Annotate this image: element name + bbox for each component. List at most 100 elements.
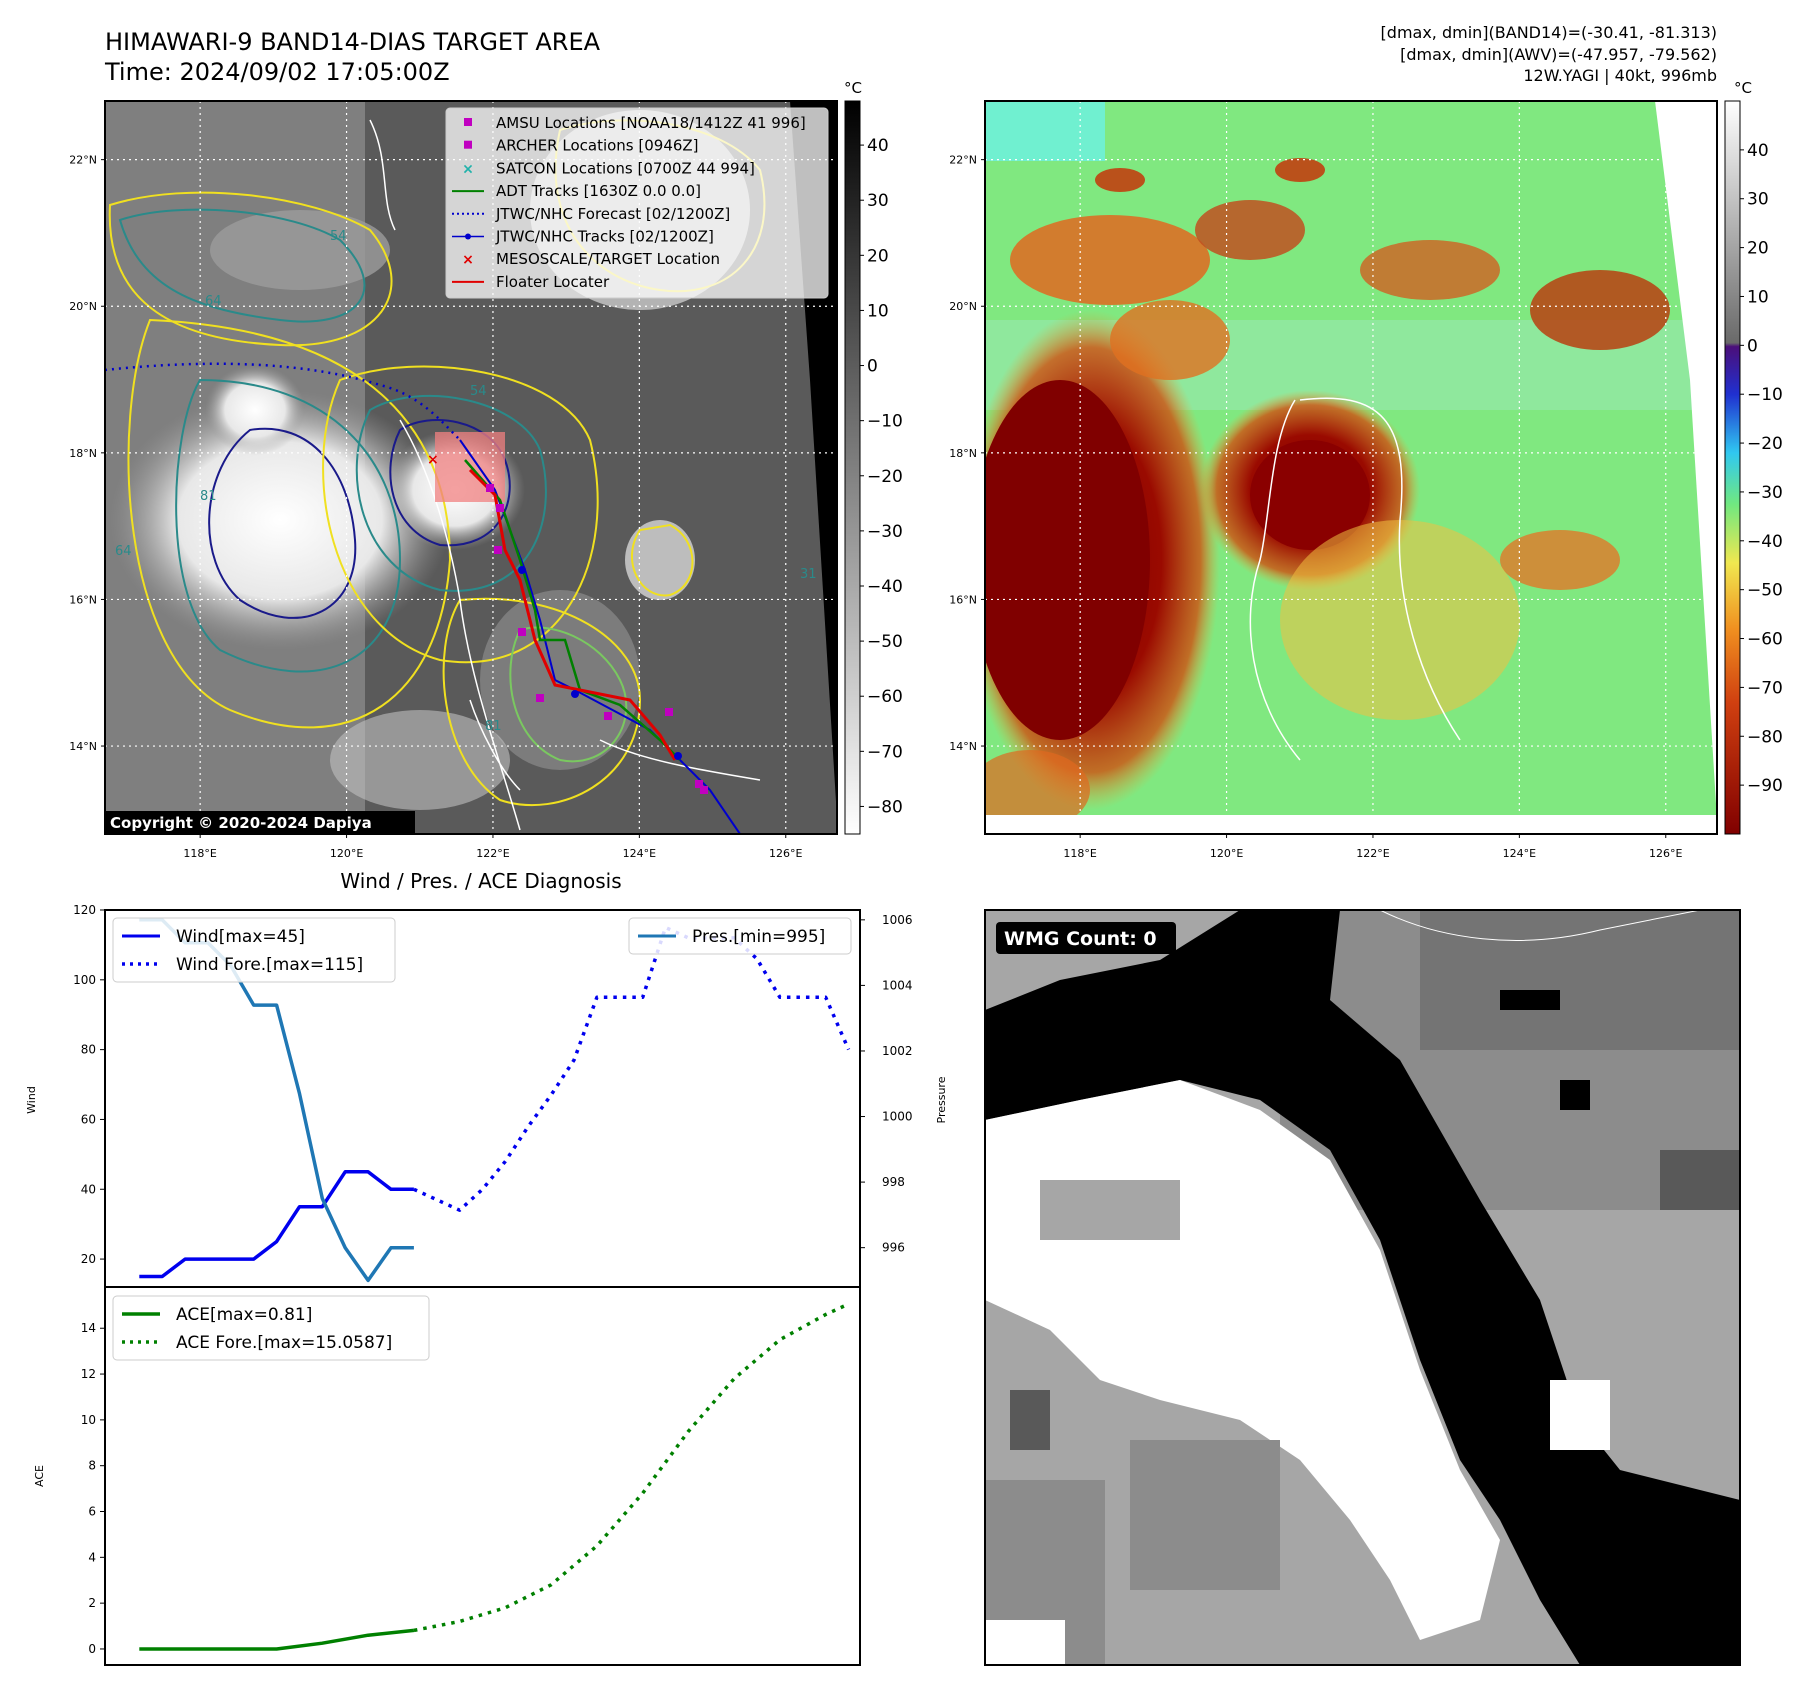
awv-lat-label: 20°N	[949, 300, 977, 313]
ir-legend-item-2-label: SATCON Locations [0700Z 44 994]	[496, 159, 755, 177]
ace-y-ticks: 0 2 4 6 8 10 12 14	[81, 1321, 105, 1656]
ace-legend-box	[112, 1295, 430, 1361]
figure-time: Time: 2024/09/02 17:05:00Z	[104, 58, 450, 86]
wmg-count-box	[996, 922, 1176, 954]
ace-y-tick-label: 4	[88, 1550, 96, 1564]
ace-axis-label: ACE	[33, 1465, 46, 1487]
diagnosis-title: Wind / Pres. / ACE Diagnosis	[340, 869, 621, 893]
wind-y-tick-label: 20	[81, 1252, 96, 1266]
contour-label-64: 64	[205, 294, 222, 309]
ir-lat-label: 20°N	[69, 300, 97, 313]
ir-lat-label: 22°N	[69, 154, 97, 167]
awv-lat-labels: 22°N 20°N 18°N 16°N 14°N	[949, 154, 985, 753]
ir-legend-item-7-label: Floater Locater	[496, 273, 610, 291]
ir-cbar-label: −30	[867, 522, 903, 542]
awv-cbar-label: 40	[1747, 141, 1769, 161]
ace-legend-label-0: ACE[max=0.81]	[176, 1305, 312, 1325]
ir-colorbar: °C 40 30 20 10 0 −10 −20 −30 −40 −50 −60 −70 −80	[844, 79, 903, 835]
ace-y-tick-label: 12	[81, 1367, 96, 1381]
awv-lon-label: 118°E	[1063, 847, 1096, 860]
series-wind-0	[139, 1170, 414, 1279]
wmg-imagery	[985, 910, 1740, 1665]
pressure-legend-box	[628, 917, 852, 955]
ir-colorbar-bar	[844, 100, 861, 835]
awv-lat-label: 14°N	[949, 740, 977, 753]
awv-lat-label: 18°N	[949, 447, 977, 460]
ir-cbar-label: 40	[867, 136, 889, 156]
jtwc-track-dots	[518, 566, 682, 760]
ir-legend-item-2-swatch: ×	[462, 161, 474, 177]
ir-lon-label: 124°E	[623, 847, 656, 860]
awv-cbar-label: −70	[1747, 678, 1783, 698]
ir-cbar-label: −80	[867, 797, 903, 817]
awv-cbar-label: −30	[1747, 483, 1783, 503]
ace-legend-label-1: ACE Fore.[max=15.0587]	[176, 1333, 392, 1353]
awv-lon-labels: 118°E 120°E 122°E 124°E 126°E	[1063, 834, 1683, 860]
ir-tracks: ×	[105, 362, 741, 834]
ir-cbar-label: 10	[867, 301, 889, 321]
ace-series	[139, 1302, 850, 1651]
ir-legend-item-3-label: ADT Tracks [1630Z 0.0 0.0]	[496, 182, 701, 200]
awv-cbar-label: −60	[1747, 630, 1783, 650]
wind-axis-label: Wind	[25, 1086, 38, 1114]
wind-legend-label-1: Wind Fore.[max=115]	[176, 955, 363, 975]
awv-cbar-label: −90	[1747, 776, 1783, 796]
ace-chart: 0 2 4 6 8 10 12 14 ACE ACE[max=0.81] ACE Fore.[…	[33, 1286, 861, 1666]
awv-gridlines	[985, 101, 1717, 834]
series-ace-0	[139, 1628, 415, 1651]
ir-lon-label: 126°E	[769, 847, 802, 860]
ir-lat-label: 18°N	[69, 447, 97, 460]
awv-lon-label: 124°E	[1503, 847, 1536, 860]
awv-lon-label: 122°E	[1356, 847, 1389, 860]
ir-cbar-label: −50	[867, 632, 903, 652]
ir-cbar-label: −60	[867, 687, 903, 707]
ir-lat-labels: 22°N 20°N 18°N 16°N 14°N	[69, 154, 105, 753]
pressure-y-tick-label: 1004	[882, 978, 913, 992]
ir-cbar-label: −70	[867, 742, 903, 762]
ace-y-tick-label: 2	[88, 1596, 96, 1610]
awv-cbar-label: 30	[1747, 190, 1769, 210]
series-wind-1	[413, 925, 851, 1212]
ir-cbar-label: 30	[867, 191, 889, 211]
ace-y-tick-label: 6	[88, 1505, 96, 1519]
ace-legend: ACE[max=0.81] ACE Fore.[max=15.0587]	[112, 1295, 430, 1361]
pressure-y-tick-label: 1002	[882, 1044, 913, 1058]
ir-lat-label: 16°N	[69, 593, 97, 606]
ir-legend-item-1-label: ARCHER Locations [0946Z]	[496, 137, 699, 155]
pressure-y-ticks: 996 998 1000 1002 1004 1006	[860, 913, 913, 1255]
pressure-axis-label: Pressure	[935, 1076, 948, 1123]
awv-lon-label: 126°E	[1649, 847, 1682, 860]
contour-label-54b: 54	[470, 384, 487, 399]
ir-legend-box	[445, 107, 829, 299]
ir-lon-label: 118°E	[183, 847, 216, 860]
wind-y-tick-label: 40	[81, 1182, 96, 1196]
wind-y-ticks: 20 40 60 80 100 120	[73, 903, 105, 1266]
ir-lon-label: 122°E	[476, 847, 509, 860]
awv-colorbar: °C 40 30 20 10 0 −10 −20 −30 −40 −50 −60 −70 −80 −90	[1724, 79, 1783, 835]
awv-imagery	[985, 101, 1717, 834]
wmg-count-label: WMG Count: 0	[1004, 928, 1157, 950]
ir-lat-label: 14°N	[69, 740, 97, 753]
pressure-legend: Pres.[min=995]	[628, 917, 852, 955]
ir-legend-item-5-label: JTWC/NHC Tracks [02/1200Z]	[495, 228, 714, 246]
contour-label-54: 54	[330, 229, 347, 244]
wind-pressure-chart: Wind / Pres. / ACE Diagnosis 20 40 60 80 100…	[25, 869, 948, 1288]
awv-lat-label: 16°N	[949, 593, 977, 606]
awv-colorbar-unit: °C	[1734, 79, 1752, 97]
awv-cbar-label: 10	[1747, 287, 1769, 307]
figure-title: HIMAWARI-9 BAND14-DIAS TARGET AREA	[105, 28, 601, 56]
ir-lon-labels: 118°E 120°E 122°E 124°E 126°E	[183, 834, 803, 860]
awv-cbar-label: −40	[1747, 532, 1783, 552]
wind-legend-box	[112, 917, 396, 983]
pressure-y-tick-label: 1000	[882, 1110, 913, 1124]
awv-frame	[984, 100, 1718, 835]
wind-legend-label-0: Wind[max=45]	[176, 927, 305, 947]
ir-legend-item-5-swatch-dot	[465, 233, 471, 240]
wind-y-tick-label: 120	[73, 903, 96, 917]
copyright-text: Copyright © 2020-2024 Dapiya	[110, 814, 372, 832]
info-band14: [dmax, dmin](BAND14)=(-30.41, -81.313)	[1381, 23, 1717, 42]
mesoscale-marker: ×	[427, 452, 439, 468]
amsu-markers	[486, 484, 708, 794]
info-awv: [dmax, dmin](AWV)=(-47.957, -79.562)	[1400, 45, 1717, 64]
